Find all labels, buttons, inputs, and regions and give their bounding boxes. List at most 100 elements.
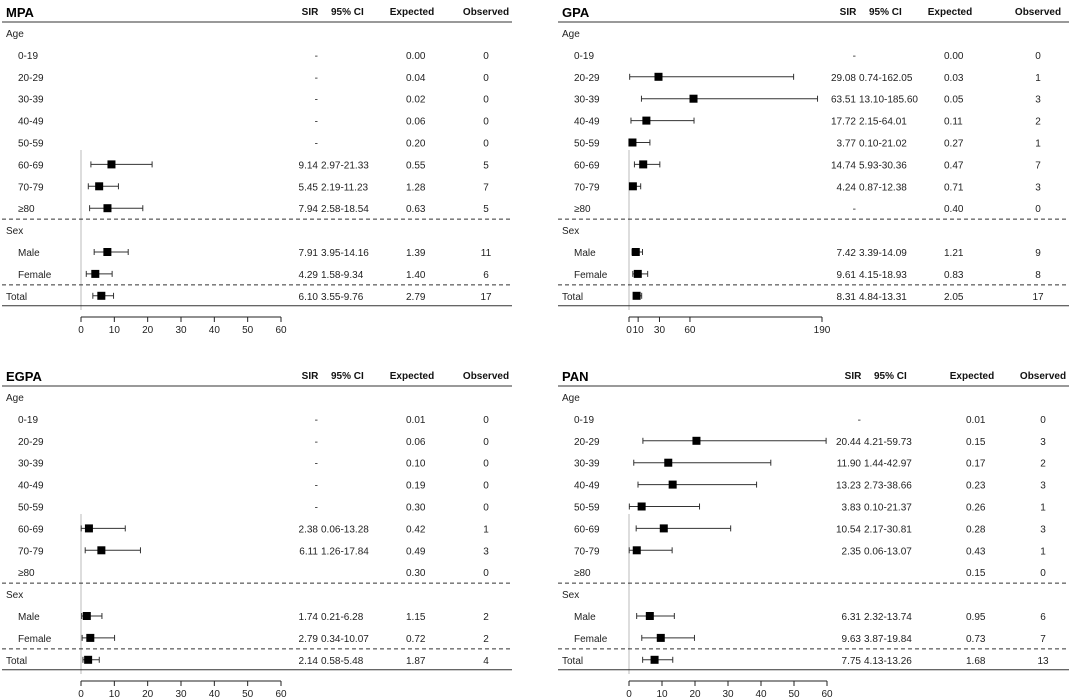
expected-value: 2.79 xyxy=(406,292,426,303)
total-label: Total xyxy=(6,292,27,303)
row-label: ≥80 xyxy=(574,568,591,579)
row-label: Male xyxy=(18,612,40,623)
expected-value: 0.28 xyxy=(966,524,986,535)
expected-value: 0.26 xyxy=(966,503,986,514)
row-label: 70-79 xyxy=(18,182,44,193)
expected-value: 0.40 xyxy=(944,204,964,215)
expected-value: 0.73 xyxy=(966,634,986,645)
expected-value: 0.55 xyxy=(406,160,426,171)
row-label: 0-19 xyxy=(574,51,594,62)
sir-value: 1.74 xyxy=(299,612,319,623)
observed-value: 9 xyxy=(1035,248,1041,259)
observed-value: 0 xyxy=(483,459,489,470)
expected-value: 2.05 xyxy=(944,292,964,303)
expected-value: 0.15 xyxy=(966,437,986,448)
sir-value: 7.94 xyxy=(299,204,319,215)
sir-value: 8.31 xyxy=(837,292,857,303)
panel-gpa: GPA SIR 95% CI Expected ObservedAgeSex0-19-0… xyxy=(558,5,1069,336)
x-tick-label: 60 xyxy=(821,689,833,697)
row-label: 40-49 xyxy=(18,481,44,492)
sir-value: 2.38 xyxy=(299,524,319,535)
column-header-expected: Expected xyxy=(390,371,434,382)
x-tick-label: 50 xyxy=(788,689,800,697)
ci-value: 3.39-14.09 xyxy=(859,248,907,259)
sir-value: 17.72 xyxy=(831,117,856,128)
expected-value: 0.05 xyxy=(944,95,964,106)
x-tick-label: 60 xyxy=(275,325,287,336)
row-label: 0-19 xyxy=(18,51,38,62)
expected-value: 0.23 xyxy=(966,481,986,492)
sir-value: 4.24 xyxy=(837,182,857,193)
sir-point xyxy=(654,72,663,81)
section-label: Age xyxy=(6,393,24,404)
observed-value: 3 xyxy=(483,546,489,557)
section-label: Sex xyxy=(562,590,579,601)
x-tick-label: 20 xyxy=(142,325,154,336)
x-tick-label: 10 xyxy=(633,325,645,336)
x-tick-label: 60 xyxy=(275,689,287,697)
panel-title: PAN xyxy=(562,369,588,384)
sir-value: - xyxy=(853,204,856,215)
column-header-expected: Expected xyxy=(928,7,972,18)
expected-value: 0.15 xyxy=(966,568,986,579)
row-label: 60-69 xyxy=(574,160,600,171)
row-label: 50-59 xyxy=(574,139,600,150)
column-header-sir: SIR xyxy=(302,371,319,382)
expected-value: 0.02 xyxy=(406,95,426,106)
row-label: 20-29 xyxy=(18,73,44,84)
sir-value: 7.42 xyxy=(837,248,857,259)
ci-value: 0.10-21.02 xyxy=(859,139,907,150)
expected-value: 0.47 xyxy=(944,160,964,171)
observed-value: 1 xyxy=(1035,73,1041,84)
ci-value: 4.21-59.73 xyxy=(864,437,912,448)
x-tick-label: 30 xyxy=(175,325,187,336)
ci-value: 2.19-11.23 xyxy=(321,182,369,193)
section-label: Age xyxy=(6,29,24,40)
column-header-ci: 95% CI xyxy=(874,371,907,382)
total-label: Total xyxy=(562,656,583,667)
sir-value: 10.54 xyxy=(836,524,861,535)
sir-point xyxy=(631,248,640,256)
column-header-observed: Observed xyxy=(1015,7,1061,18)
row-label: ≥80 xyxy=(574,204,591,215)
row-label: 20-29 xyxy=(574,437,600,448)
expected-value: 1.87 xyxy=(406,656,426,667)
row-label: 70-79 xyxy=(18,546,44,557)
observed-value: 2 xyxy=(1040,459,1046,470)
ci-value: 0.06-13.28 xyxy=(321,524,369,535)
observed-value: 1 xyxy=(1040,546,1046,557)
x-tick-label: 40 xyxy=(209,325,221,336)
sir-value: 9.63 xyxy=(842,634,862,645)
sir-value: 6.31 xyxy=(842,612,862,623)
sir-point xyxy=(656,633,665,642)
expected-value: 0.30 xyxy=(406,503,426,514)
x-tick-label: 50 xyxy=(242,325,254,336)
sir-value: - xyxy=(315,139,318,150)
sir-value: 3.77 xyxy=(837,139,857,150)
sir-value: 5.45 xyxy=(299,182,319,193)
sir-point xyxy=(84,655,93,664)
column-header-ci: 95% CI xyxy=(331,7,364,18)
sir-value: - xyxy=(315,415,318,426)
sir-point xyxy=(639,160,648,169)
x-tick-label: 30 xyxy=(175,689,187,697)
sir-value: 9.61 xyxy=(837,270,857,281)
row-label: 50-59 xyxy=(18,503,44,514)
ci-value: 0.06-13.07 xyxy=(864,546,912,557)
section-label: Sex xyxy=(6,590,23,601)
sir-point xyxy=(82,612,91,620)
row-label: 70-79 xyxy=(574,182,600,193)
sir-point xyxy=(95,182,104,191)
sir-value: 20.44 xyxy=(836,437,861,448)
x-tick-label: 10 xyxy=(109,689,121,697)
expected-value: 0.63 xyxy=(406,204,426,215)
observed-value: 0 xyxy=(483,415,489,426)
sir-point xyxy=(86,633,95,642)
sir-value: - xyxy=(315,459,318,470)
expected-value: 0.20 xyxy=(406,139,426,150)
panel-pan: PAN SIR 95% CI Expected Observed Age Sex 0-19 - 0… xyxy=(558,369,1069,697)
total-label: Total xyxy=(562,292,583,303)
ci-value: 2.32-13.74 xyxy=(864,612,912,623)
expected-value: 0.00 xyxy=(944,51,964,62)
x-tick-label: 30 xyxy=(654,325,666,336)
